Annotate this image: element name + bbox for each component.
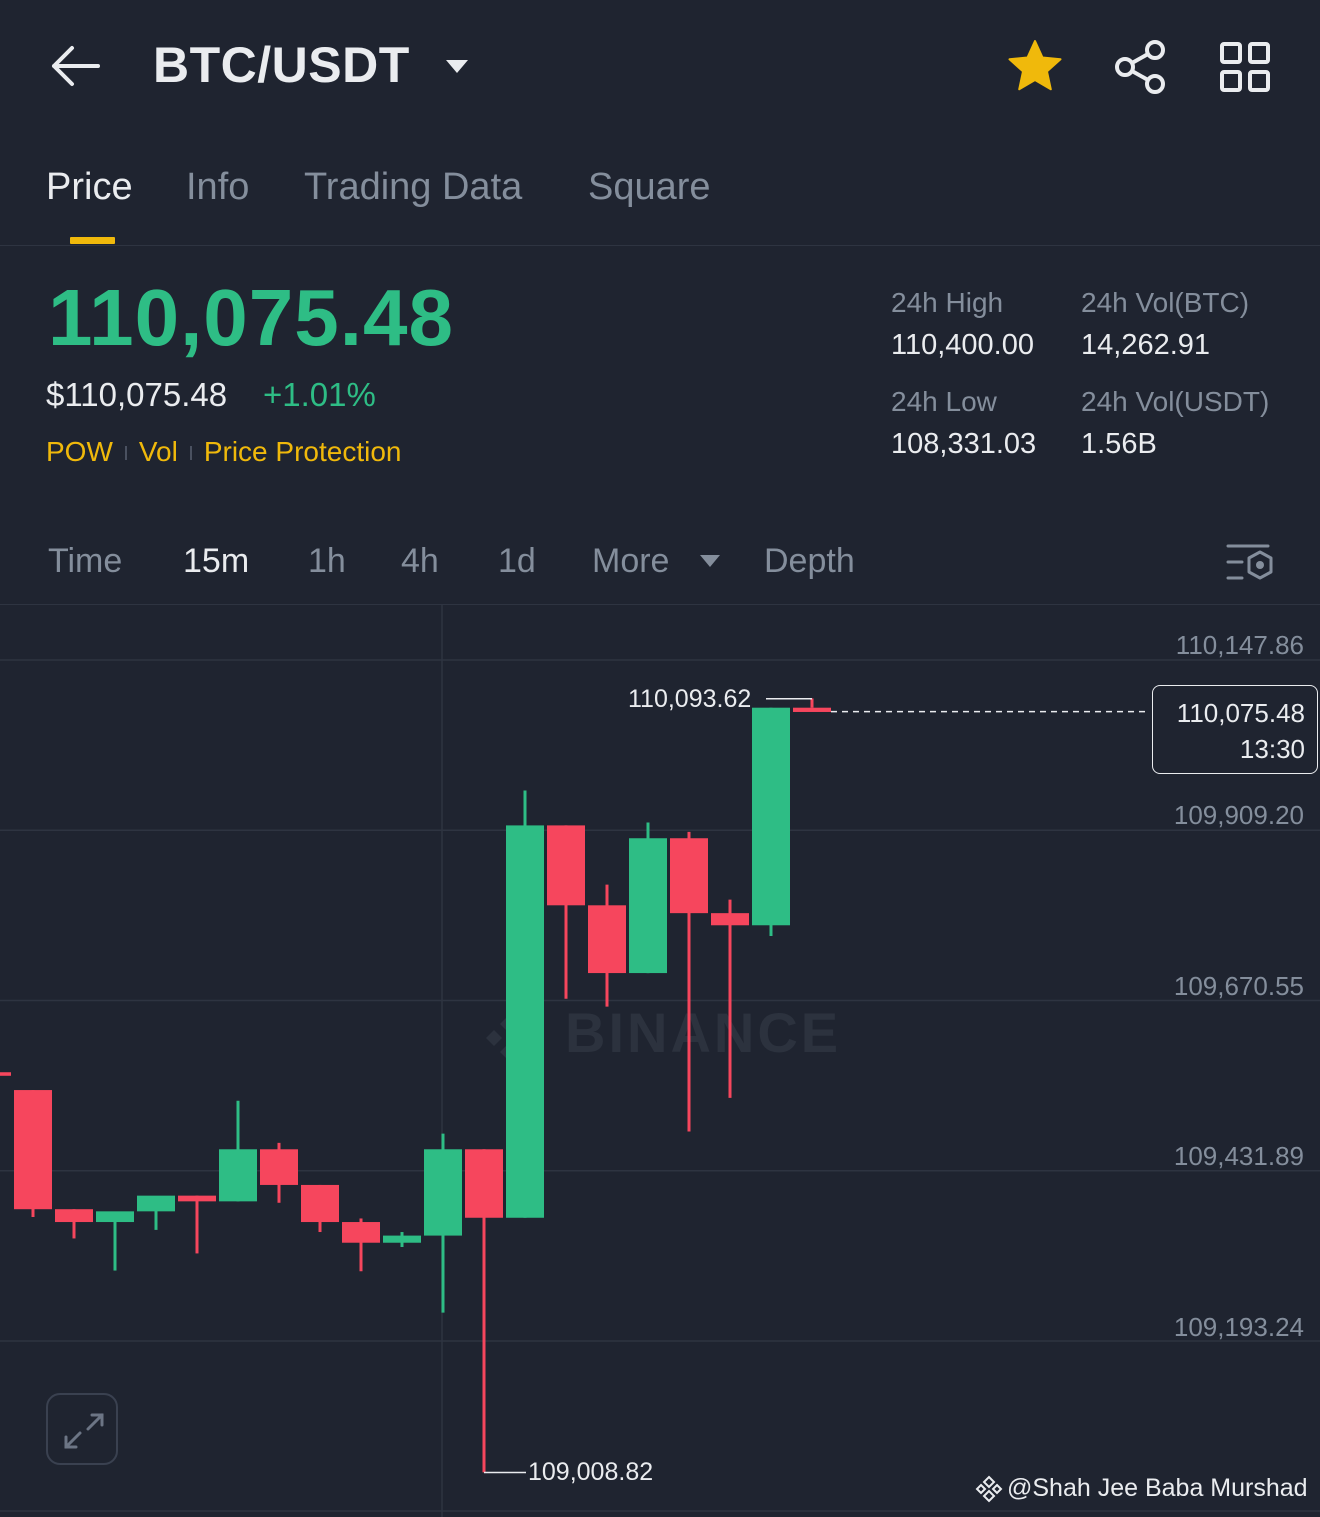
fullscreen-button[interactable]: [46, 1393, 118, 1465]
candle-body: [711, 913, 749, 926]
tab-trading-data[interactable]: Trading Data: [304, 166, 523, 208]
price-axis-label: 109,909.20: [1173, 800, 1304, 830]
tag-list: POW Vol Price Protection: [46, 436, 401, 468]
price-axis-label: 109,193.24: [1173, 1312, 1304, 1342]
tag-price-protection[interactable]: Price Protection: [203, 436, 402, 467]
interval-15m[interactable]: 15m: [183, 542, 250, 580]
binance-logo-icon: [486, 1014, 534, 1060]
candle-body: [0, 1072, 11, 1076]
caret-down-icon[interactable]: [698, 553, 722, 569]
candle-body: [670, 838, 708, 914]
vol-btc-label: 24h Vol(BTC): [1081, 287, 1250, 318]
tag-divider: [189, 445, 192, 460]
low-marker-label: 109,008.82: [528, 1458, 654, 1486]
candle-body: [55, 1209, 93, 1223]
grid-icon[interactable]: [1218, 40, 1272, 94]
candle-body: [383, 1235, 421, 1243]
candle-body: [219, 1149, 257, 1202]
caret-down-icon[interactable]: [443, 54, 471, 78]
high-marker-label: 110,093.62: [628, 685, 752, 713]
candle-body: [137, 1195, 175, 1212]
candle-body: [752, 707, 790, 926]
high-value: 110,400.00: [891, 329, 1034, 361]
section-tabs: Price Info Trading Data Square: [0, 150, 1320, 246]
candle-body: [260, 1149, 298, 1185]
fiat-price: $110,075.48: [46, 376, 228, 413]
low-label: 24h Low: [891, 386, 997, 417]
tag-vol[interactable]: Vol: [138, 436, 178, 467]
vol-usdt-value: 1.56B: [1081, 428, 1157, 460]
candle-countdown: 13:30: [1239, 734, 1305, 764]
candle-body: [424, 1149, 462, 1236]
price-axis-label: 110,147.86: [1175, 630, 1304, 660]
arrow-left-icon[interactable]: [48, 44, 102, 88]
interval-more[interactable]: More: [592, 542, 670, 580]
vol-btc-value: 14,262.91: [1081, 329, 1211, 361]
watermark-credit: @Shah Jee Baba Murshad: [975, 1474, 1308, 1503]
binance-logo-icon: [975, 1475, 1003, 1503]
tab-price[interactable]: Price: [46, 166, 133, 208]
interval-depth[interactable]: Depth: [764, 542, 855, 580]
active-tab-indicator: [70, 237, 115, 244]
vol-usdt-label: 24h Vol(USDT): [1081, 386, 1270, 417]
high-label: 24h High: [891, 287, 1004, 318]
tab-info[interactable]: Info: [186, 166, 250, 208]
candle-body: [342, 1222, 380, 1243]
last-price: 110,075.48: [48, 273, 454, 362]
top-bar: BTC/USDT: [0, 0, 1320, 135]
candle-body: [793, 707, 831, 712]
candle-body: [629, 838, 667, 974]
tab-square[interactable]: Square: [588, 166, 711, 208]
chart-watermark: BINANCE: [565, 1001, 842, 1064]
chart-divider: [0, 604, 1320, 605]
change-percent: +1.01%: [263, 376, 376, 413]
credit-text: @Shah Jee Baba Murshad: [1007, 1474, 1308, 1502]
tag-divider: [124, 445, 127, 460]
price-axis-label: 109,431.89: [1173, 1141, 1304, 1171]
expand-icon: [64, 1413, 104, 1449]
current-price-tag[interactable]: 110,075.48 13:30: [1152, 685, 1318, 774]
low-value: 108,331.03: [891, 428, 1037, 460]
interval-4h[interactable]: 4h: [401, 542, 439, 580]
candle-body: [301, 1184, 339, 1223]
interval-1d[interactable]: 1d: [498, 542, 536, 580]
chart-settings-icon[interactable]: [1224, 540, 1276, 584]
candle-body: [178, 1195, 216, 1202]
share-icon[interactable]: [1110, 38, 1170, 96]
tag-pow[interactable]: POW: [46, 436, 113, 467]
candle-body: [465, 1149, 503, 1218]
interval-time[interactable]: Time: [48, 542, 123, 580]
interval-1h[interactable]: 1h: [308, 542, 346, 580]
pair-title[interactable]: BTC/USDT: [153, 37, 410, 93]
star-icon[interactable]: [1006, 38, 1064, 94]
candle-body: [96, 1211, 134, 1223]
candle-body: [14, 1090, 52, 1210]
current-price-value: 110,075.48: [1176, 698, 1305, 728]
price-axis-label: 109,670.55: [1173, 971, 1304, 1001]
candle-body: [588, 905, 626, 974]
candle-body: [547, 825, 585, 906]
